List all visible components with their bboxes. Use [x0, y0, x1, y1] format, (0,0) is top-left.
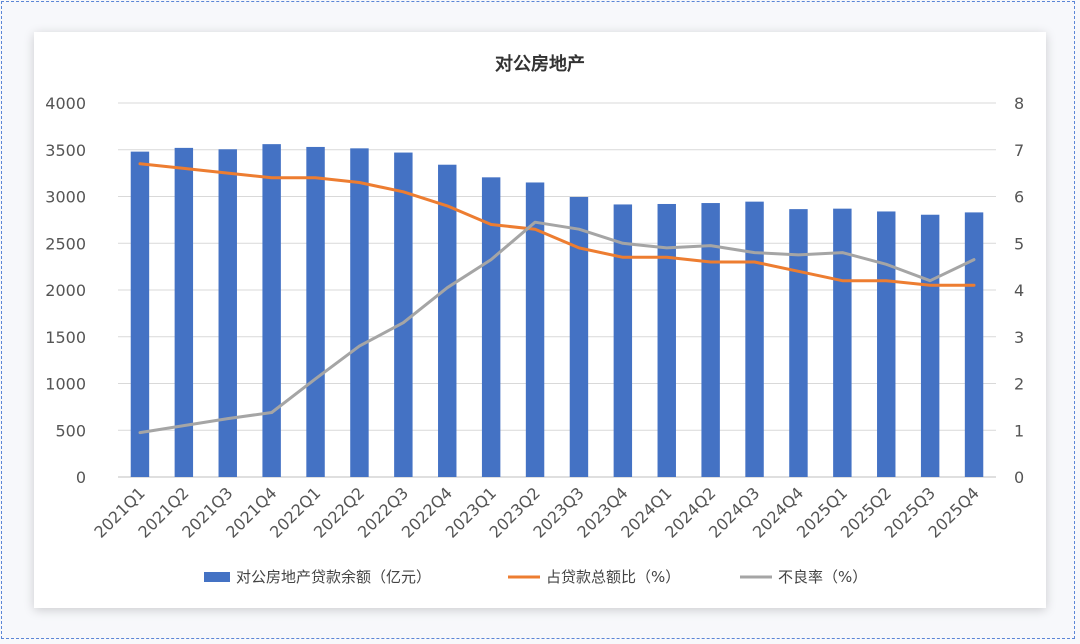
bar: [920, 214, 940, 478]
y-left-tick-label: 500: [55, 421, 86, 440]
y-right-tick-label: 6: [1014, 188, 1024, 207]
y-right-tick-label: 2: [1014, 375, 1024, 394]
chart-title: 对公房地产: [495, 53, 585, 75]
bar: [438, 164, 457, 477]
bar: [350, 148, 369, 477]
y-left-tick-label: 3500: [45, 141, 86, 160]
bar: [833, 208, 852, 477]
y-right-tick-label: 8: [1014, 94, 1024, 113]
y-axis-right: 0 1 2 3 4 5 6 7 8: [1014, 94, 1024, 487]
bar: [174, 147, 194, 477]
legend: 对公房地产贷款余额（亿元） 占贷款总额比（%） 不良率（%）: [204, 568, 867, 586]
bar-series: [130, 144, 984, 478]
bar: [306, 146, 325, 477]
y-right-tick-label: 7: [1014, 141, 1024, 160]
bar: [964, 212, 984, 477]
bar: [569, 196, 589, 477]
legend-label: 占贷款总额比（%）: [546, 568, 680, 586]
bar: [877, 211, 896, 477]
bar: [613, 204, 633, 477]
y-right-tick-label: 5: [1014, 234, 1024, 253]
y-right-tick-label: 1: [1014, 421, 1024, 440]
y-left-tick-label: 1500: [45, 328, 86, 347]
legend-label: 对公房地产贷款余额（亿元）: [236, 568, 431, 586]
y-left-tick-label: 2500: [45, 234, 86, 253]
bar: [789, 209, 808, 477]
bar: [525, 182, 545, 477]
y-left-tick-label: 0: [76, 468, 86, 487]
chart-panel: 对公房地产 0 500 1000 1500 2000 2500 3000 3500 4000 0…: [34, 32, 1046, 608]
line-series: [138, 162, 976, 435]
bar: [657, 203, 676, 478]
bar: [745, 201, 764, 477]
y-right-tick-label: 4: [1014, 281, 1024, 300]
legend-label: 不良率（%）: [778, 568, 867, 586]
y-right-tick-label: 3: [1014, 328, 1024, 347]
chart-canvas: 对公房地产 0 500 1000 1500 2000 2500 3000 3500 4000 0…: [45, 53, 1024, 586]
bar: [701, 203, 720, 478]
loan-share-line: [138, 162, 976, 287]
x-axis: 2021Q12021Q22021Q32021Q42022Q12022Q22022…: [90, 483, 982, 541]
y-left-tick-label: 2000: [45, 281, 86, 300]
legend-swatch-bar: [204, 572, 230, 582]
bar: [394, 152, 413, 477]
y-left-tick-label: 3000: [45, 188, 86, 207]
gridlines: [118, 102, 996, 478]
bar: [481, 177, 501, 477]
y-left-tick-label: 1000: [45, 375, 86, 394]
bar: [218, 149, 237, 477]
bar: [262, 144, 281, 477]
y-left-tick-label: 4000: [45, 94, 86, 113]
y-axis-left: 0 500 1000 1500 2000 2500 3000 3500 4000: [45, 94, 86, 487]
npl-ratio-line: [138, 220, 976, 435]
y-right-tick-label: 0: [1014, 468, 1024, 487]
bar: [130, 151, 150, 477]
